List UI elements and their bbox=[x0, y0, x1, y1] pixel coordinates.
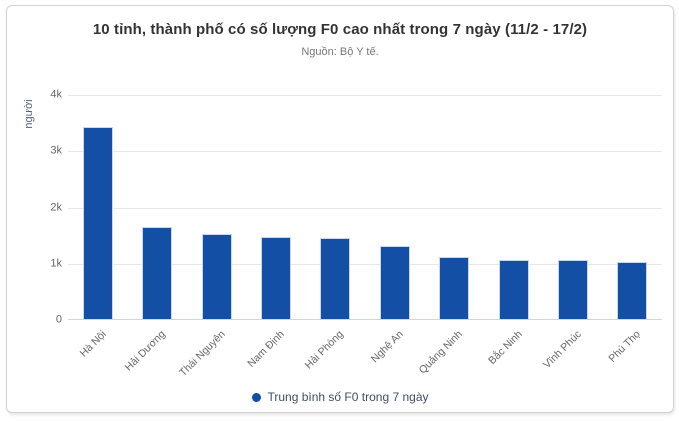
y-tick-label: 0 bbox=[55, 313, 62, 326]
bar-phú-thọ[interactable] bbox=[617, 262, 648, 320]
chart-subtitle: Nguồn: Bộ Y tế. bbox=[301, 46, 379, 58]
x-axis-line bbox=[68, 319, 662, 320]
gridline bbox=[68, 263, 662, 265]
y-tick-label: 3k bbox=[50, 144, 62, 157]
gridline bbox=[68, 207, 662, 209]
y-tick-label: 2k bbox=[50, 201, 62, 213]
bar-bắc-ninh[interactable] bbox=[498, 260, 529, 320]
bar-slot bbox=[246, 95, 305, 320]
bar-series bbox=[68, 95, 662, 320]
chart-card: 10 tỉnh, thành phố có số lượng F0 cao nh… bbox=[6, 5, 674, 413]
bar-nghệ-an[interactable] bbox=[379, 246, 410, 320]
x-axis-labels: Hà Nội Hải Dương Thái Nguyên Nam Định Hải Ph… bbox=[68, 321, 662, 383]
bar-thái-nguyên[interactable] bbox=[201, 233, 232, 320]
y-axis-tick-labels: 0 1k 2k 3k 4k bbox=[7, 89, 62, 325]
bar-slot bbox=[484, 95, 543, 320]
y-tick-label: 4k bbox=[50, 88, 62, 101]
bar-nam-định[interactable] bbox=[260, 237, 291, 320]
bar-slot bbox=[187, 95, 246, 320]
bar-slot bbox=[424, 95, 483, 320]
legend-marker-icon[interactable] bbox=[251, 392, 261, 402]
gridline bbox=[68, 151, 662, 153]
plot-area bbox=[68, 95, 662, 320]
bar-slot bbox=[603, 95, 662, 320]
chart-title: 10 tỉnh, thành phố có số lượng F0 cao nh… bbox=[92, 21, 588, 38]
bar-hải-dương[interactable] bbox=[142, 227, 173, 320]
bar-slot bbox=[365, 95, 424, 320]
bar-vĩnh-phúc[interactable] bbox=[557, 260, 588, 320]
bar-quảng-ninh[interactable] bbox=[439, 257, 470, 320]
gridline bbox=[68, 95, 662, 96]
y-tick-label: 1k bbox=[50, 257, 62, 270]
bar-slot bbox=[543, 95, 602, 320]
bar-slot bbox=[68, 95, 127, 320]
legend-item-label[interactable]: Trung bình số F0 trong 7 ngày bbox=[267, 390, 429, 404]
bar-slot bbox=[306, 95, 365, 320]
bar-hà-nội[interactable] bbox=[82, 127, 113, 320]
bar-hải-phòng[interactable] bbox=[320, 238, 351, 320]
legend[interactable]: Trung bình số F0 trong 7 ngày bbox=[7, 387, 673, 407]
bar-slot bbox=[127, 95, 186, 320]
